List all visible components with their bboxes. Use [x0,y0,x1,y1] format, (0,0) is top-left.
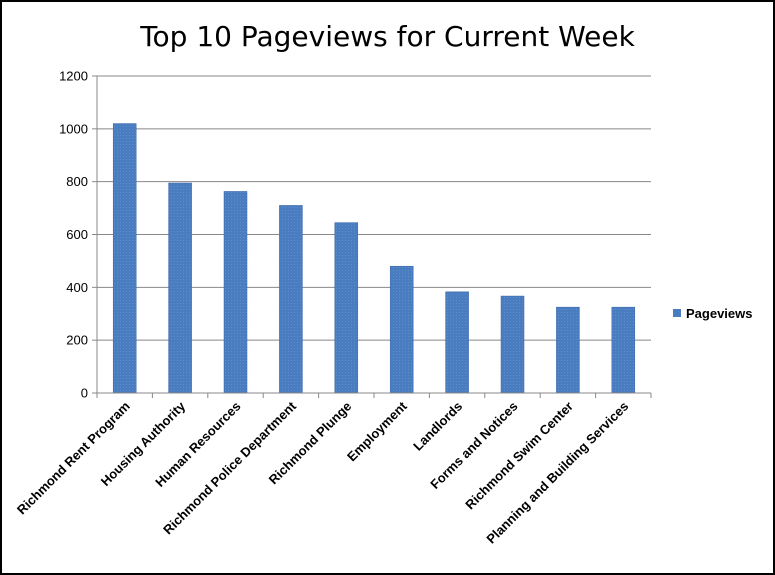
y-tick-label: 600 [66,227,88,242]
y-axis-ticks: 0 200 400 600 800 1000 1200 [59,69,97,401]
bar [334,222,359,394]
bar [223,191,248,394]
axes [96,76,651,394]
legend-label-pageviews: Pageviews [686,306,753,321]
legend-swatch [673,309,681,317]
x-category-label: Employment [344,398,410,464]
bars [112,123,636,394]
chart-title: Top 10 Pageviews for Current Week [140,20,635,53]
y-tick-label: 400 [66,280,88,295]
x-category-label: Richmond Rent Program [14,399,133,518]
y-tick-label: 200 [66,333,88,348]
bar [389,265,414,394]
bar [112,123,137,394]
x-category-label: Richmond Swim Center [462,399,576,513]
bar [445,291,469,394]
bar [168,182,192,394]
y-tick-label: 0 [81,386,88,401]
legend: Pageviews [673,306,753,321]
bar [556,306,580,394]
bar [500,295,525,394]
y-tick-label: 1200 [59,69,88,84]
y-tick-label: 1000 [59,121,88,136]
bar [279,205,303,394]
bar [611,306,636,394]
x-category-label: Landlords [410,399,465,454]
y-tick-label: 800 [66,174,88,189]
